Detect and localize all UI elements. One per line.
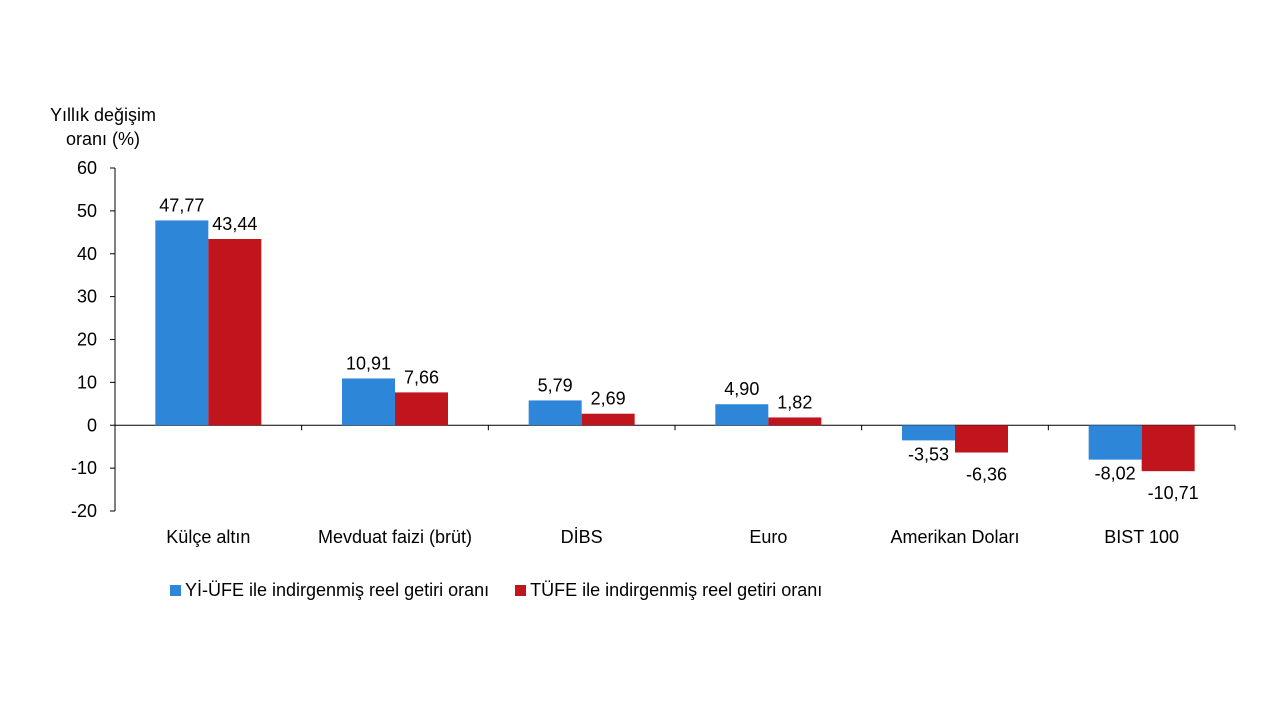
bar-tufe <box>395 392 448 426</box>
legend-item-tufe: TÜFE ile indirgenmiş reel getiri oranı <box>515 580 822 601</box>
legend-swatch-yi-ufe <box>170 585 181 596</box>
bar-yi-ufe <box>528 400 582 426</box>
y-tick-label: 60 <box>77 158 97 178</box>
data-label: 4,90 <box>724 379 759 399</box>
legend: Yİ-ÜFE ile indirgenmiş reel getiri oranı… <box>170 580 848 601</box>
bar-yi-ufe <box>155 220 209 426</box>
bar-yi-ufe <box>1088 425 1142 460</box>
bar-tufe <box>1141 425 1195 472</box>
category-label: Mevduat faizi (brüt) <box>318 527 472 547</box>
legend-label-tufe: TÜFE ile indirgenmiş reel getiri oranı <box>530 580 823 600</box>
bar-tufe <box>208 239 262 426</box>
bar-yi-ufe <box>902 425 955 441</box>
y-axis-title-line-1: Yıllık değişim <box>49 105 157 125</box>
data-label: -10,71 <box>1148 483 1199 503</box>
data-label: 1,82 <box>777 392 812 412</box>
bar-tufe <box>955 425 1008 453</box>
data-label: -6,36 <box>966 465 1007 485</box>
data-label: 47,77 <box>159 195 204 215</box>
data-label: -8,02 <box>1095 464 1136 484</box>
category-label: BIST 100 <box>1104 527 1179 547</box>
bar-yi-ufe <box>715 404 769 426</box>
data-label: 7,66 <box>404 367 439 387</box>
y-tick-label: 0 <box>87 415 97 435</box>
y-tick-label: -10 <box>71 458 97 478</box>
category-label: Euro <box>749 527 787 547</box>
category-label: DİBS <box>561 527 603 547</box>
y-tick-label: 10 <box>77 372 97 392</box>
category-label: Amerikan Doları <box>890 527 1019 547</box>
legend-swatch-tufe <box>515 585 527 596</box>
bar-tufe <box>581 413 635 426</box>
bar-tufe <box>768 417 822 426</box>
category-label: Külçe altın <box>166 527 250 547</box>
y-tick-label: 50 <box>77 201 97 221</box>
y-axis-title-line-2: oranı (%) <box>65 129 141 149</box>
legend-item-yi-ufe: Yİ-ÜFE ile indirgenmiş reel getiri oranı <box>170 580 489 601</box>
data-label: 5,79 <box>538 375 573 395</box>
y-tick-label: -20 <box>71 501 97 521</box>
data-label: 43,44 <box>212 214 257 234</box>
bar-yi-ufe <box>342 378 395 426</box>
legend-label-yi-ufe: Yİ-ÜFE ile indirgenmiş reel getiri oranı <box>185 580 490 600</box>
data-label: 2,69 <box>591 389 626 409</box>
data-label: 10,91 <box>346 353 391 373</box>
y-tick-label: 40 <box>77 244 97 264</box>
data-label: -3,53 <box>908 444 949 464</box>
y-tick-label: 20 <box>77 330 97 350</box>
y-tick-label: 30 <box>77 287 97 307</box>
y-axis-title: Yıllık değişim oranı (%) <box>38 103 168 151</box>
